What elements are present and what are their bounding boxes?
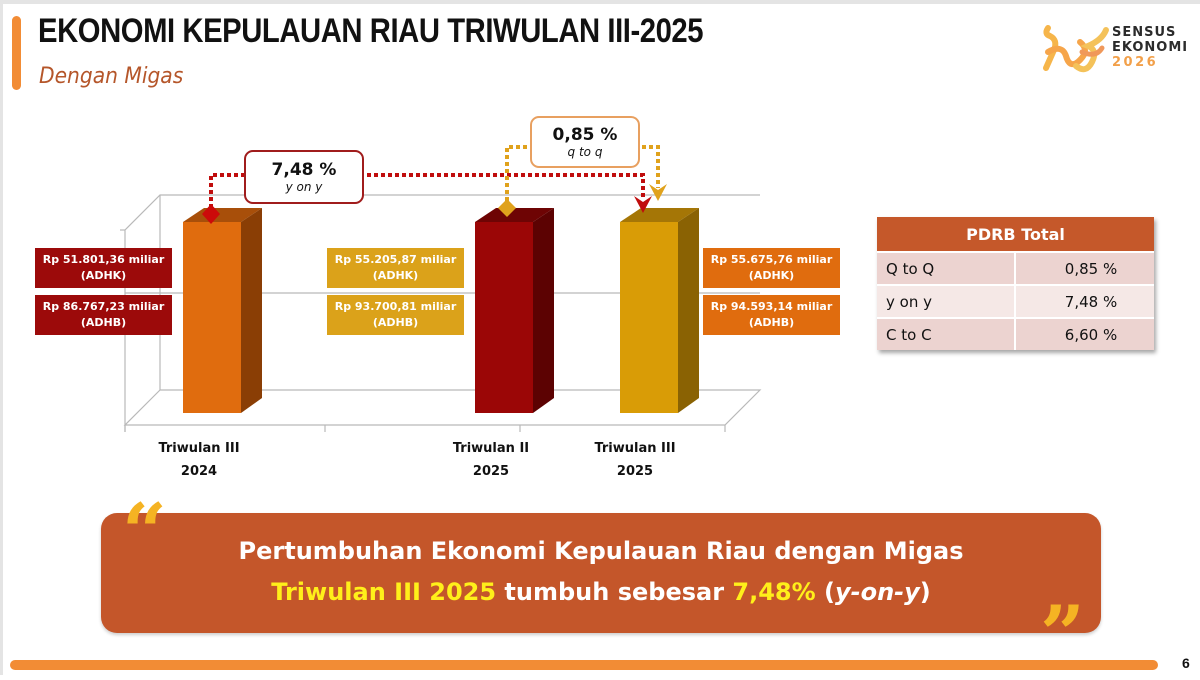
x-label-line2: 2025	[616, 464, 654, 479]
adhb-value-box-tw3-2024: Rp 86.767,23 miliar (ADHB)	[35, 295, 172, 335]
adhk-value-box-tw2-2025: Rp 55.205,87 miliar (ADHK)	[327, 248, 464, 288]
qtoq-label: q to q	[567, 145, 603, 159]
yoy-connector	[202, 173, 652, 224]
page-title: EKONOMI KEPULAUAN RIAU TRIWULAN III-2025	[38, 12, 704, 50]
summary-highlight-growth: 7,48%	[732, 578, 816, 606]
logo-line-ekonomi: EKONOMI	[1112, 40, 1189, 55]
yoy-label: y on y	[285, 180, 323, 194]
bar-triwulan-iii-2024	[183, 208, 262, 413]
pdrb-3d-bar-chart: 7,48 % y on y 0,85 % q to q Rp 51.801,36…	[0, 100, 860, 500]
x-label-line1: Triwulan III	[158, 441, 240, 456]
open-quote-icon: “	[122, 487, 167, 578]
pdrb-total-table: PDRB Total Q to Q 0,85 % y on y 7,48 % C…	[877, 217, 1154, 350]
summary-highlight-period: Triwulan III 2025	[271, 578, 497, 606]
row-key: y on y	[877, 284, 1016, 318]
x-label-tw2-2025: Triwulan II 2025	[431, 437, 551, 483]
adhb-value: Rp 93.700,81 miliar	[334, 300, 457, 313]
summary-paren-close: )	[919, 578, 931, 606]
adhk-value-box-tw3-2025: Rp 55.675,76 miliar (ADHK)	[703, 248, 840, 288]
logo-line-sensus: SENSUS	[1112, 25, 1177, 40]
adhk-tag: (ADHK)	[80, 269, 127, 282]
page-subtitle: Dengan Migas	[39, 64, 184, 89]
row-value: 0,85 %	[1015, 251, 1154, 285]
sensus-ekonomi-logo: SENSUS EKONOMI 2026	[1040, 22, 1190, 76]
table-title: PDRB Total	[877, 217, 1154, 252]
adhk-tag: (ADHK)	[748, 269, 795, 282]
row-key: Q to Q	[877, 251, 1016, 285]
adhk-value: Rp 55.675,76 miliar	[710, 253, 833, 266]
adhk-tag: (ADHK)	[372, 269, 419, 282]
adhb-value-box-tw3-2025: Rp 94.593,14 miliar (ADHB)	[703, 295, 840, 335]
bar-triwulan-ii-2025	[475, 208, 554, 413]
row-value: 7,48 %	[1015, 284, 1154, 318]
yoy-value: 7,48 %	[271, 160, 337, 180]
frame-left-border	[0, 0, 3, 675]
title-accent-bar	[12, 16, 21, 90]
table-row: C to C 6,60 %	[877, 317, 1154, 350]
bar-triwulan-iii-2025	[620, 208, 699, 413]
ribbon-logo-icon	[1043, 25, 1109, 73]
table-row: Q to Q 0,85 %	[877, 251, 1154, 285]
footer-accent-bar	[10, 660, 1158, 670]
adhb-tag: (ADHB)	[372, 316, 419, 329]
summary-line-1: Pertumbuhan Ekonomi Kepulauan Riau denga…	[238, 537, 964, 565]
logo-line-year: 2026	[1112, 55, 1159, 70]
adhb-tag: (ADHB)	[748, 316, 795, 329]
x-label-line2: 2025	[472, 464, 510, 479]
x-label-tw3-2024: Triwulan III 2024	[139, 437, 259, 483]
x-label-line1: Triwulan II	[452, 441, 530, 456]
adhb-value: Rp 86.767,23 miliar	[42, 300, 165, 313]
adhb-value: Rp 94.593,14 miliar	[710, 300, 833, 313]
x-label-tw3-2025: Triwulan III 2025	[575, 437, 695, 483]
row-key: C to C	[877, 317, 1016, 350]
chart-canvas	[120, 145, 762, 432]
summary-quote-box: Pertumbuhan Ekonomi Kepulauan Riau denga…	[101, 513, 1101, 633]
qtoq-callout: 0,85 % q to q	[530, 116, 640, 168]
adhk-value-box-tw3-2024: Rp 51.801,36 miliar (ADHK)	[35, 248, 172, 288]
adhk-value: Rp 51.801,36 miliar	[42, 253, 165, 266]
summary-line-2: Triwulan III 2025 tumbuh sebesar 7,48% (…	[101, 578, 1101, 606]
adhb-tag: (ADHB)	[80, 316, 127, 329]
summary-italic-yoy: y-on-y	[835, 578, 920, 606]
summary-text: tumbuh sebesar	[496, 578, 733, 606]
row-value: 6,60 %	[1015, 317, 1154, 350]
page-number: 6	[1182, 655, 1190, 671]
summary-paren-open: (	[815, 578, 835, 606]
adhb-value-box-tw2-2025: Rp 93.700,81 miliar (ADHB)	[327, 295, 464, 335]
table-row: y on y 7,48 %	[877, 284, 1154, 318]
yoy-callout: 7,48 % y on y	[244, 150, 364, 204]
frame-top-border	[0, 0, 1200, 4]
qtoq-value: 0,85 %	[552, 125, 618, 145]
x-label-line1: Triwulan III	[594, 441, 676, 456]
adhk-value: Rp 55.205,87 miliar	[334, 253, 457, 266]
x-label-line2: 2024	[180, 464, 218, 479]
